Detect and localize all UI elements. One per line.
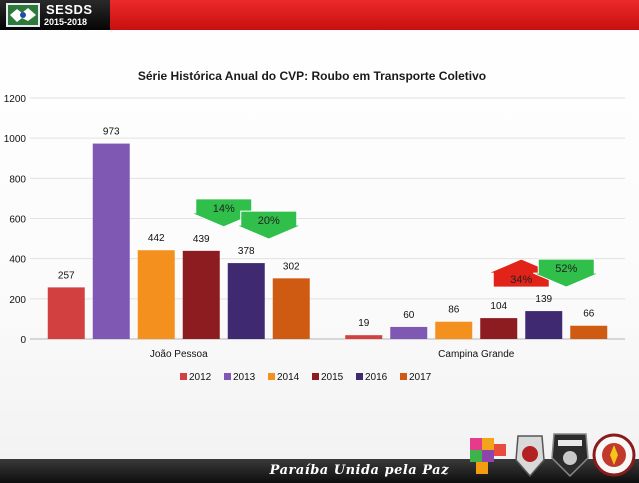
brand-years: 2015-2018 [44, 17, 88, 27]
bar-2015 [182, 250, 220, 339]
legend-label: 2016 [365, 372, 388, 383]
y-tick-label: 600 [9, 215, 26, 226]
bar-2016 [525, 311, 563, 339]
bar-2012 [47, 287, 85, 339]
data-label: 302 [283, 261, 300, 272]
footer-slogan: Paraíba Unida pela Paz [269, 463, 449, 478]
data-label: 439 [193, 234, 210, 245]
bar-2015 [480, 318, 518, 339]
partner-logos [470, 433, 636, 478]
category-label: Campina Grande [438, 349, 515, 360]
bar-2017 [272, 278, 310, 339]
legend-swatch-2015 [312, 373, 319, 380]
chart-title: Série Histórica Anual do CVP: Roubo em T… [138, 69, 486, 83]
bar-2013 [390, 326, 428, 339]
police-badge-icon [515, 435, 545, 478]
bar-2014 [137, 250, 175, 339]
bar-2012 [345, 335, 383, 339]
data-label: 257 [58, 270, 75, 281]
y-tick-label: 1000 [4, 134, 27, 145]
legend-label: 2015 [321, 372, 344, 383]
legend-label: 2014 [277, 372, 300, 383]
legend-swatch-2013 [224, 373, 231, 380]
decrease-arrow-icon [235, 210, 302, 240]
brand-box: SESDS 2015-2018 [0, 0, 110, 30]
data-label: 104 [490, 301, 507, 312]
legend-label: 2012 [189, 372, 212, 383]
data-label: 139 [535, 294, 552, 305]
fire-department-badge-icon [592, 433, 636, 477]
data-label: 973 [103, 127, 120, 138]
variation-label: 52% [555, 263, 577, 275]
bar-2016 [227, 263, 265, 339]
data-label: 86 [448, 305, 460, 316]
legend-swatch-2014 [268, 373, 275, 380]
y-tick-label: 0 [20, 335, 26, 346]
civil-police-badge-icon [551, 433, 589, 478]
legend-swatch-2016 [356, 373, 363, 380]
variation-label: 14% [213, 203, 235, 215]
data-label: 378 [238, 246, 255, 257]
y-tick-label: 800 [9, 174, 26, 185]
y-tick-label: 200 [9, 295, 26, 306]
data-label: 19 [358, 318, 370, 329]
data-label: 442 [148, 233, 165, 244]
data-label: 60 [403, 310, 415, 321]
legend-label: 2017 [409, 372, 432, 383]
data-label: 66 [583, 309, 595, 320]
category-label: João Pessoa [150, 349, 208, 360]
y-tick-label: 1200 [4, 94, 27, 105]
state-emblem-icon [6, 3, 40, 27]
legend-swatch-2017 [400, 373, 407, 380]
bar-2017 [570, 325, 608, 339]
puzzle-logo-icon [470, 438, 506, 474]
bar-2014 [435, 321, 473, 339]
y-tick-label: 400 [9, 255, 26, 266]
legend-label: 2013 [233, 372, 256, 383]
decrease-arrow-icon [533, 258, 600, 288]
variation-label: 20% [258, 215, 280, 227]
bar-2013 [92, 143, 130, 339]
brand-name: SESDS [46, 2, 93, 17]
legend-swatch-2012 [180, 373, 187, 380]
variation-label: 34% [510, 274, 532, 286]
